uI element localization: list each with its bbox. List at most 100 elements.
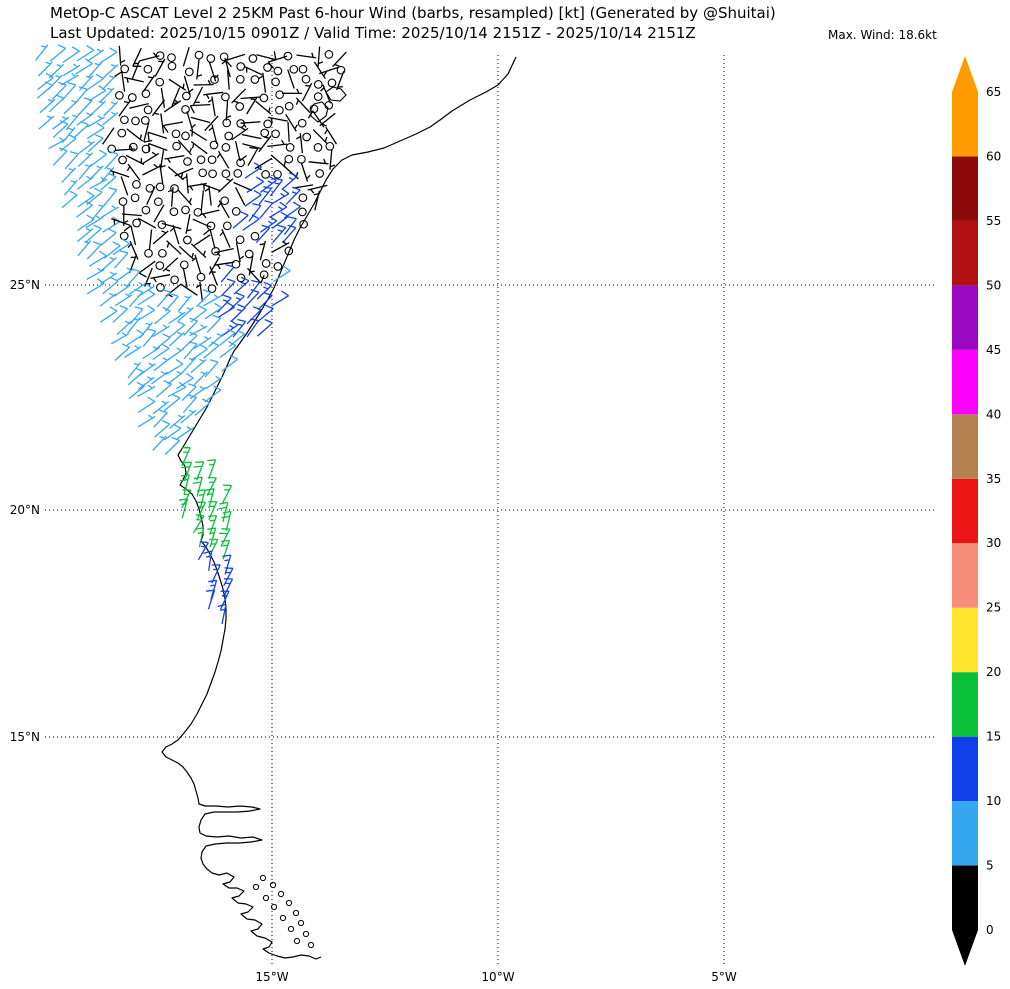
wind-barb [308,158,329,165]
wind-barb [183,341,198,360]
wind-barb [186,182,207,191]
wind-barb [126,128,143,142]
calm-circle [325,141,335,151]
calm-circle [298,193,308,203]
wind-barb [156,288,171,308]
calm-circle [284,101,294,111]
chart-title: MetOp-C ASCAT Level 2 25KM Past 6-hour W… [50,4,776,22]
wind-barb [205,488,215,509]
calm-circle [171,129,181,139]
wind-barb [271,240,290,253]
colorbar-tick-label: 55 [986,214,1001,228]
wind-barb [228,329,246,348]
wind-barb [118,99,132,117]
colorbar-tick-label: 65 [986,85,1001,99]
wind-barb [147,142,168,153]
wind-barb [154,306,171,325]
wind-barb [49,44,67,62]
calm-circle [167,61,177,71]
wind-barb [141,151,160,165]
wind-barb [103,187,118,206]
y-tick-label: 20°N [10,503,40,517]
islet [252,883,260,891]
wind-barb [217,200,230,219]
islet [293,937,301,945]
wind-barb [153,204,165,223]
wind-barb [181,383,197,402]
wind-barb [86,115,105,128]
x-tick-label: 15°W [255,970,288,984]
wind-barb [77,97,93,116]
wind-barb [205,375,223,390]
wind-barb [168,310,186,325]
wind-barb [242,143,262,150]
colorbar-tick-label: 20 [986,665,1001,679]
calm-circle [131,116,140,126]
wind-barb [197,541,209,561]
wind-barb [89,176,108,190]
wind-barb [147,131,168,141]
wind-barb [77,214,95,232]
calm-circle [181,131,190,141]
wind-barb [100,228,117,246]
wind-barb [267,116,288,123]
wind-barb [160,87,166,108]
calm-circle [141,205,151,215]
calm-circle [324,50,334,59]
wind-barb [86,267,105,280]
wind-barb [209,266,218,286]
colorbar-tick-label: 40 [986,407,1001,421]
wind-barb [193,461,205,481]
wind-barb [168,320,186,339]
max-wind-label: Max. Wind: 18.6kt [828,28,937,42]
wind-barb [203,91,224,100]
wind-barb [153,357,171,372]
wind-barb [177,307,194,322]
colorbar-tick-label: 50 [986,278,1001,292]
calm-circle [120,64,130,74]
calm-circle [301,74,311,84]
wind-barb [129,102,149,109]
wind-barb [259,200,274,219]
wind-barb [232,211,249,229]
colorbar-tick-label: 5 [986,859,994,873]
calm-circle [297,118,307,128]
wind-barb [190,344,208,361]
calm-circle [313,143,323,152]
wind-barb [313,61,327,80]
calm-circle [156,283,165,292]
wind-barb [234,140,247,162]
wind-barb [206,589,216,610]
wind-barb [87,48,105,62]
wind-barb [146,186,156,205]
wind-barb [101,205,119,218]
wind-barb [256,318,273,337]
wind-barb [117,267,135,281]
colorbar: 0 5 10 15 20 25 30 35 40 45 50 55 60 65 [952,56,1001,966]
wind-barb [271,211,289,229]
wind-barb [200,190,205,211]
wind-barb [194,398,211,416]
wind-barb [60,73,79,86]
wind-barb [142,74,156,93]
calm-circle [248,54,258,63]
calm-circle [260,128,270,138]
wind-barb [75,58,93,75]
wind-barb [191,254,202,275]
wind-barb [137,376,155,390]
calm-circle [132,218,141,228]
wind-barb [296,52,317,59]
wind-barb [258,185,272,205]
wind-barb [221,510,232,531]
wind-barb [62,63,81,77]
wind-barb [257,304,274,323]
wind-barb [307,184,328,194]
wind-barb [180,283,198,296]
wind-barb [100,256,117,272]
wind-barb [138,260,156,278]
wind-barb [203,341,220,359]
calm-circle [155,51,165,60]
wind-barb [295,97,311,113]
wind-barb [296,133,304,154]
wind-barb [137,304,155,322]
